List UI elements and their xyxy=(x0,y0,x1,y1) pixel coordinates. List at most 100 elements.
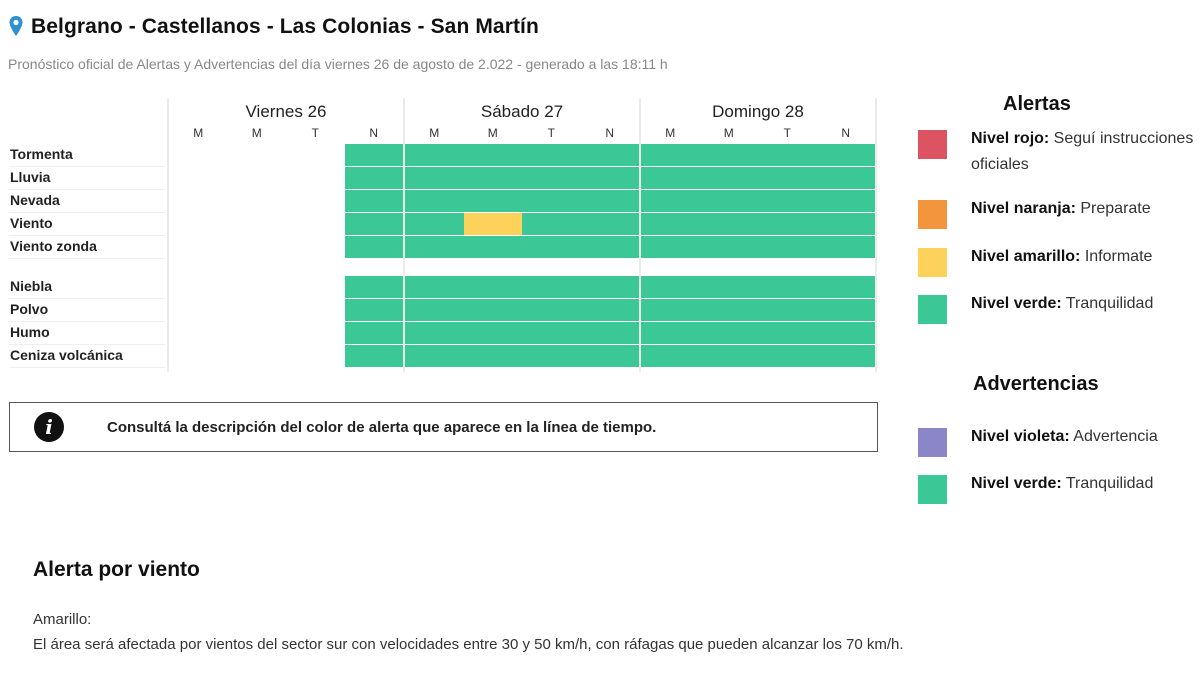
legend-level: Nivel naranja: xyxy=(971,200,1076,217)
legend-swatch xyxy=(918,428,947,457)
alert-cell-verde xyxy=(699,190,758,212)
legend-description: Tranquilidad xyxy=(1061,295,1154,312)
legend-text: Nivel naranja: Preparate xyxy=(971,196,1196,229)
alert-cell-verde xyxy=(344,144,403,166)
day-header: Viernes 26 xyxy=(245,102,327,121)
legend-text: Nivel rojo: Seguí instrucciones oficiale… xyxy=(971,126,1196,178)
time-slot-label: N xyxy=(841,126,851,140)
alert-description: El área será afectada por vientos del se… xyxy=(33,636,904,653)
alert-cell-verde xyxy=(641,144,700,166)
hazard-label: Viento xyxy=(10,215,53,231)
alert-cell-verde xyxy=(405,167,464,189)
alert-cell-verde xyxy=(758,213,817,235)
alert-cell-verde xyxy=(641,213,700,235)
day-separator xyxy=(167,98,169,372)
day-separator xyxy=(403,98,405,372)
alert-cell-verde xyxy=(463,276,522,298)
time-slot-label: M xyxy=(487,126,498,140)
day-header: Sábado 27 xyxy=(480,102,564,121)
alert-cell-verde xyxy=(758,144,817,166)
legend-level: Nivel verde: xyxy=(971,295,1062,312)
alert-timeline: Viernes 26 M M T N Sábado 27 M M T N Domingo 28 M M T… xyxy=(9,98,879,372)
time-slot-label: M xyxy=(251,126,262,140)
row-divider xyxy=(9,367,165,368)
legend-swatch xyxy=(918,295,947,324)
advertencias-title: Advertencias xyxy=(973,373,1099,395)
legend-text: Nivel amarillo: Informate xyxy=(971,244,1196,277)
row-divider xyxy=(9,212,165,213)
alert-cell-verde xyxy=(405,299,464,321)
alert-cell-verde xyxy=(699,213,758,235)
alert-cell-verde xyxy=(522,167,581,189)
alert-cell-verde xyxy=(699,144,758,166)
alert-cell-verde xyxy=(641,276,700,298)
legend-item-alerta: Nivel amarillo: Informate xyxy=(918,248,1196,277)
legend-item-advertencia: Nivel verde: Tranquilidad xyxy=(918,475,1196,504)
alert-cell-verde xyxy=(405,190,464,212)
alert-cell-verde xyxy=(699,276,758,298)
alert-cell-verde xyxy=(522,236,581,258)
hazard-label: Tormenta xyxy=(10,146,73,162)
alert-cell-verde xyxy=(344,322,403,344)
alert-cell-verde xyxy=(580,345,639,367)
alert-cell-verde xyxy=(641,345,700,367)
alert-cell-verde xyxy=(580,167,639,189)
alert-cell-verde xyxy=(699,322,758,344)
alert-cell-verde xyxy=(344,213,403,235)
alert-cell-verde xyxy=(580,299,639,321)
alert-cell-verde xyxy=(758,322,817,344)
alert-cell-verde xyxy=(405,345,464,367)
alert-cell-verde xyxy=(522,345,581,367)
time-slot-label: T xyxy=(783,126,791,140)
alert-cell-verde xyxy=(405,213,464,235)
alert-cell-verde xyxy=(699,299,758,321)
legend-text: Nivel verde: Tranquilidad xyxy=(971,471,1196,504)
alert-cell-verde xyxy=(758,276,817,298)
location-pin-icon xyxy=(9,16,23,36)
alert-cell-verde xyxy=(405,144,464,166)
row-divider xyxy=(9,321,165,322)
legend-item-advertencia: Nivel violeta: Advertencia xyxy=(918,428,1196,457)
legend-level: Nivel violeta: xyxy=(971,428,1070,445)
alert-cell-verde xyxy=(699,167,758,189)
alert-cell-verde xyxy=(463,299,522,321)
time-slot-label: N xyxy=(605,126,615,140)
alert-cell-verde xyxy=(344,190,403,212)
alert-cell-verde xyxy=(758,299,817,321)
legend-item-alerta: Nivel naranja: Preparate xyxy=(918,200,1196,229)
alert-cell-verde xyxy=(463,345,522,367)
legend-level: Nivel verde: xyxy=(971,475,1062,492)
alert-cell-verde xyxy=(522,276,581,298)
alert-cell-amarillo xyxy=(463,213,522,235)
alert-level: Amarillo: xyxy=(33,611,92,628)
row-divider xyxy=(9,344,165,345)
legend-swatch xyxy=(918,200,947,229)
day-separator xyxy=(639,98,641,372)
time-slot-label: M xyxy=(429,126,440,140)
alert-cell-verde xyxy=(522,322,581,344)
hazard-label: Humo xyxy=(10,324,50,340)
alert-cell-verde xyxy=(580,190,639,212)
alert-cell-verde xyxy=(641,236,700,258)
alert-cell-verde xyxy=(699,236,758,258)
alert-cell-verde xyxy=(758,345,817,367)
alert-cell-verde xyxy=(463,322,522,344)
hazard-label: Nevada xyxy=(10,192,60,208)
row-divider xyxy=(9,189,165,190)
alertas-title: Alertas xyxy=(1003,93,1071,115)
alert-cell-verde xyxy=(816,190,875,212)
day-header: Domingo 28 xyxy=(712,102,804,121)
info-text: Consultá la descripción del color de ale… xyxy=(107,418,657,436)
time-slot-label: T xyxy=(547,126,555,140)
alert-cell-verde xyxy=(816,345,875,367)
row-divider xyxy=(9,298,165,299)
alert-cell-verde xyxy=(816,236,875,258)
hazard-label: Polvo xyxy=(10,301,49,317)
hazard-label: Lluvia xyxy=(10,169,51,185)
alert-cell-verde xyxy=(463,144,522,166)
info-icon: i xyxy=(34,412,64,442)
alert-cell-verde xyxy=(580,144,639,166)
alert-cell-verde xyxy=(816,144,875,166)
alert-cell-verde xyxy=(816,276,875,298)
hazard-label: Viento zonda xyxy=(10,238,97,254)
